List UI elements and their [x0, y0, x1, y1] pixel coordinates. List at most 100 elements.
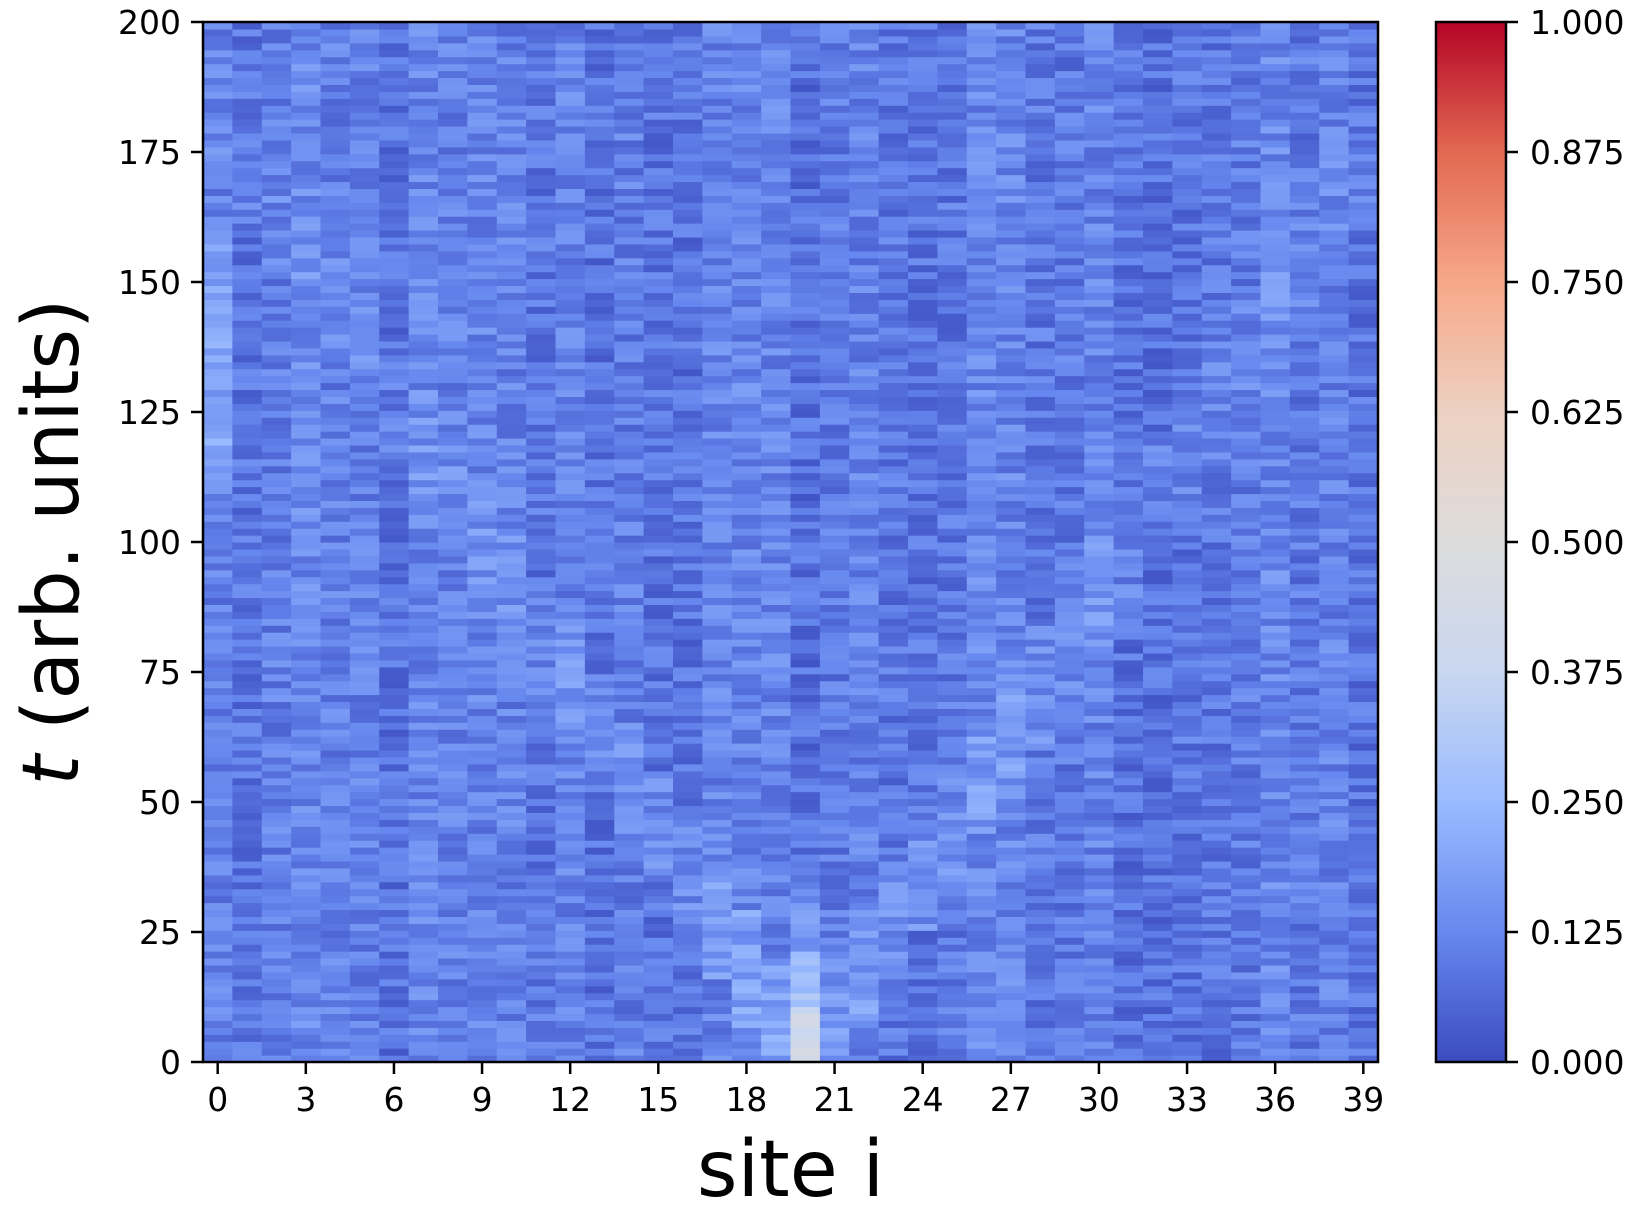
- heatmap-cell: [438, 230, 468, 238]
- heatmap-cell: [1084, 417, 1115, 425]
- heatmap-cell: [1289, 923, 1320, 931]
- heatmap-cell: [584, 285, 615, 293]
- heatmap-cell: [1319, 493, 1350, 501]
- heatmap-cell: [1172, 278, 1203, 287]
- heatmap-cell: [731, 805, 762, 813]
- heatmap-cell: [291, 548, 322, 557]
- heatmap-cell: [467, 1013, 498, 1021]
- heatmap-cell: [203, 895, 233, 904]
- heatmap-cell: [555, 736, 586, 744]
- heatmap-cell: [966, 444, 997, 453]
- heatmap-cell: [203, 313, 233, 321]
- heatmap-cell: [584, 618, 615, 626]
- heatmap-cell: [996, 306, 1027, 314]
- heatmap-cell: [702, 368, 733, 377]
- heatmap-cell: [761, 548, 792, 557]
- heatmap-cell: [232, 659, 263, 668]
- heatmap-cell: [761, 958, 792, 966]
- heatmap-cell: [349, 867, 380, 876]
- heatmap-cell: [966, 604, 997, 612]
- heatmap-cell: [614, 285, 645, 293]
- heatmap-cell: [526, 431, 557, 439]
- heatmap-cell: [643, 708, 674, 716]
- heatmap-cell: [438, 243, 468, 252]
- heatmap-cell: [1025, 805, 1056, 813]
- heatmap-cell: [673, 514, 703, 522]
- heatmap-cell: [1289, 902, 1320, 911]
- heatmap-cell: [1113, 327, 1144, 335]
- heatmap-cell: [1025, 375, 1056, 384]
- heatmap-cell: [203, 479, 233, 488]
- heatmap-cell: [643, 930, 674, 938]
- heatmap-cell: [526, 895, 557, 904]
- heatmap-cell: [291, 320, 322, 328]
- heatmap-cell: [555, 424, 586, 432]
- heatmap-cell: [996, 722, 1027, 730]
- heatmap-cell: [1231, 361, 1262, 370]
- heatmap-cell: [731, 625, 762, 633]
- heatmap-cell: [819, 958, 850, 966]
- heatmap-cell: [1348, 791, 1379, 800]
- heatmap-cell: [1289, 396, 1320, 404]
- heatmap-cell: [1025, 285, 1056, 293]
- heatmap-cell: [878, 271, 909, 280]
- heatmap-cell: [1054, 396, 1085, 404]
- heatmap-cell: [1319, 791, 1350, 800]
- heatmap-cell: [1201, 750, 1232, 758]
- heatmap-cell: [761, 791, 792, 800]
- heatmap-cell: [878, 1013, 909, 1021]
- heatmap-cell: [467, 569, 498, 578]
- heatmap-cell: [1113, 680, 1144, 689]
- heatmap-cell: [1084, 313, 1115, 321]
- heatmap-cell: [761, 493, 792, 501]
- heatmap-cell: [702, 611, 733, 619]
- heatmap-cell: [438, 937, 468, 945]
- heatmap-cell: [1143, 243, 1173, 252]
- heatmap-cell: [761, 874, 792, 883]
- heatmap-cell: [496, 444, 527, 453]
- heatmap-cell: [232, 562, 263, 571]
- heatmap-cell: [438, 847, 468, 855]
- heatmap-cell: [526, 576, 557, 585]
- heatmap-cell: [614, 535, 645, 543]
- heatmap-cell: [232, 902, 263, 911]
- heatmap-cell: [467, 458, 498, 467]
- heatmap-cell: [555, 396, 586, 404]
- heatmap-cell: [614, 659, 645, 668]
- heatmap-cell: [1172, 895, 1203, 904]
- heatmap-cell: [673, 978, 703, 987]
- heatmap-cell: [1172, 271, 1203, 280]
- heatmap-cell: [1260, 555, 1291, 564]
- heatmap-cell: [673, 881, 703, 890]
- heatmap-cell: [1201, 784, 1232, 793]
- heatmap-cell: [1143, 694, 1173, 703]
- heatmap-cell: [731, 278, 762, 287]
- heatmap-cell: [438, 1048, 468, 1056]
- heatmap-cell: [849, 646, 880, 654]
- heatmap-cell: [1113, 410, 1144, 418]
- heatmap-cell: [702, 438, 733, 446]
- heatmap-cell: [1231, 320, 1262, 328]
- heatmap-cell: [761, 867, 792, 876]
- heatmap-cell: [1113, 964, 1144, 973]
- heatmap-cell: [320, 299, 351, 307]
- heatmap-cell: [849, 784, 880, 793]
- heatmap-cell: [232, 528, 263, 536]
- heatmap-cell: [1348, 618, 1379, 626]
- heatmap-cell: [496, 396, 527, 404]
- heatmap-cell: [1084, 299, 1115, 307]
- heatmap-cell: [790, 500, 821, 508]
- heatmap-cell: [878, 798, 909, 807]
- heatmap-cell: [614, 666, 645, 675]
- heatmap-cell: [408, 854, 439, 862]
- heatmap-cell: [1319, 860, 1350, 869]
- heatmap-cell: [203, 812, 233, 820]
- heatmap-cell: [643, 639, 674, 647]
- heatmap-cell: [614, 944, 645, 952]
- heatmap-cell: [379, 354, 410, 363]
- heatmap-cell: [584, 375, 615, 384]
- heatmap-cell: [702, 985, 733, 994]
- heatmap-cell: [673, 1013, 703, 1021]
- heatmap-cell: [496, 715, 527, 723]
- heatmap-cell: [1054, 1048, 1085, 1056]
